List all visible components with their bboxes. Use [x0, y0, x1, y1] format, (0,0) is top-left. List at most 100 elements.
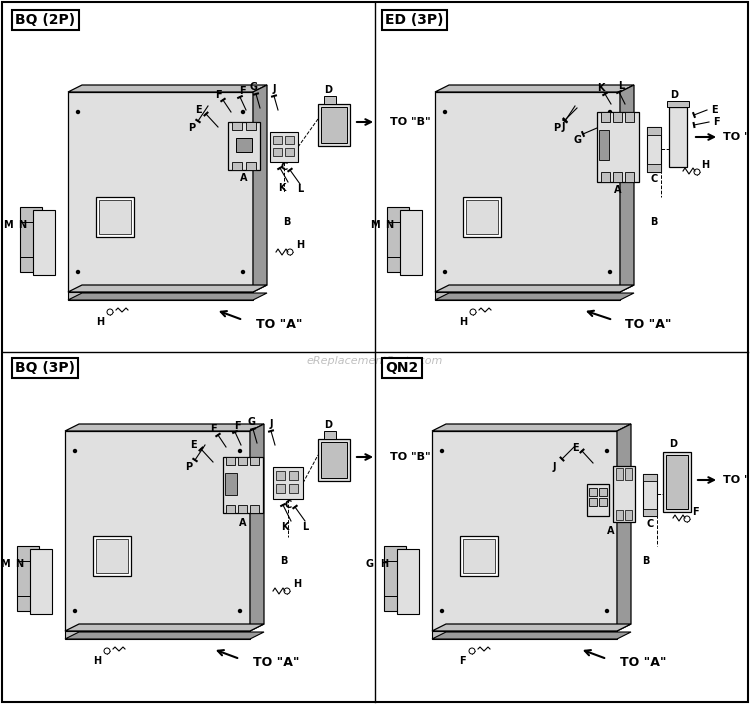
Text: P: P: [188, 123, 196, 133]
Bar: [289, 471, 298, 480]
Polygon shape: [432, 424, 631, 431]
Text: H: H: [96, 317, 104, 327]
Text: A: A: [608, 526, 615, 536]
Text: J: J: [272, 84, 276, 94]
Circle shape: [608, 111, 611, 113]
Bar: [669, 107, 687, 167]
Text: H: H: [296, 240, 304, 250]
Bar: [647, 127, 661, 135]
Bar: [99, 200, 131, 234]
Polygon shape: [65, 631, 250, 639]
Text: B: B: [642, 556, 650, 566]
Bar: [273, 148, 282, 156]
Text: A: A: [614, 185, 622, 195]
Bar: [625, 112, 634, 122]
Text: L: L: [297, 184, 303, 194]
Circle shape: [605, 610, 608, 612]
Text: TO "B": TO "B": [723, 475, 750, 485]
Bar: [643, 509, 657, 516]
Polygon shape: [435, 292, 620, 300]
Bar: [616, 510, 623, 520]
Circle shape: [440, 449, 443, 453]
Polygon shape: [432, 431, 617, 631]
Circle shape: [238, 449, 242, 453]
Bar: [238, 457, 247, 465]
Bar: [273, 136, 282, 144]
Text: TO "B": TO "B": [390, 452, 430, 462]
Bar: [321, 107, 347, 143]
Circle shape: [107, 309, 113, 315]
Bar: [647, 127, 661, 172]
Bar: [587, 484, 609, 516]
Circle shape: [440, 610, 443, 612]
Text: B: B: [650, 217, 657, 227]
Bar: [232, 122, 242, 130]
Text: H: H: [459, 317, 467, 327]
Polygon shape: [253, 85, 267, 292]
Circle shape: [287, 249, 293, 255]
Bar: [613, 466, 635, 522]
Circle shape: [684, 516, 690, 522]
Text: C: C: [646, 519, 653, 529]
Text: K: K: [278, 183, 286, 193]
Text: A: A: [240, 173, 248, 183]
Bar: [599, 488, 607, 496]
Bar: [246, 122, 256, 130]
Bar: [225, 473, 237, 495]
Polygon shape: [17, 546, 39, 611]
Text: H: H: [293, 579, 301, 589]
Bar: [601, 112, 610, 122]
Text: J: J: [561, 122, 565, 132]
Text: TO "B": TO "B": [723, 132, 750, 142]
Bar: [270, 132, 298, 162]
Polygon shape: [432, 632, 631, 639]
Bar: [96, 197, 134, 237]
Bar: [273, 467, 303, 499]
Circle shape: [74, 449, 76, 453]
Text: N: N: [15, 559, 23, 569]
Polygon shape: [65, 624, 264, 631]
Polygon shape: [68, 285, 267, 292]
Polygon shape: [435, 85, 634, 92]
Text: E: E: [711, 105, 718, 115]
Circle shape: [469, 648, 475, 654]
Polygon shape: [68, 85, 267, 92]
Bar: [460, 536, 498, 576]
Bar: [463, 539, 495, 573]
Polygon shape: [432, 624, 631, 631]
Bar: [238, 505, 247, 513]
Text: K: K: [281, 522, 289, 532]
Bar: [613, 172, 622, 182]
Polygon shape: [68, 92, 253, 292]
Text: B: B: [280, 556, 287, 566]
Polygon shape: [250, 424, 264, 631]
Polygon shape: [65, 431, 250, 631]
Text: D: D: [324, 420, 332, 430]
Text: B: B: [283, 217, 290, 227]
Bar: [246, 162, 256, 170]
Text: E: E: [190, 440, 196, 450]
Bar: [236, 138, 252, 152]
Polygon shape: [33, 210, 55, 275]
Text: C: C: [284, 500, 292, 510]
Text: TO "A": TO "A": [620, 657, 667, 670]
Bar: [285, 148, 294, 156]
Text: N: N: [18, 220, 26, 230]
Polygon shape: [30, 549, 52, 614]
Text: M: M: [370, 220, 380, 230]
Circle shape: [238, 610, 242, 612]
Text: J: J: [269, 419, 273, 429]
Polygon shape: [68, 293, 267, 300]
Polygon shape: [324, 96, 336, 104]
Polygon shape: [65, 632, 264, 639]
Text: N: N: [385, 220, 393, 230]
Text: C: C: [280, 162, 288, 172]
Text: F: F: [459, 656, 465, 666]
Bar: [599, 498, 607, 506]
Bar: [289, 484, 298, 493]
Text: F: F: [234, 421, 240, 431]
Circle shape: [242, 111, 244, 113]
Text: H: H: [380, 559, 388, 569]
Bar: [647, 164, 661, 172]
Circle shape: [608, 270, 611, 273]
